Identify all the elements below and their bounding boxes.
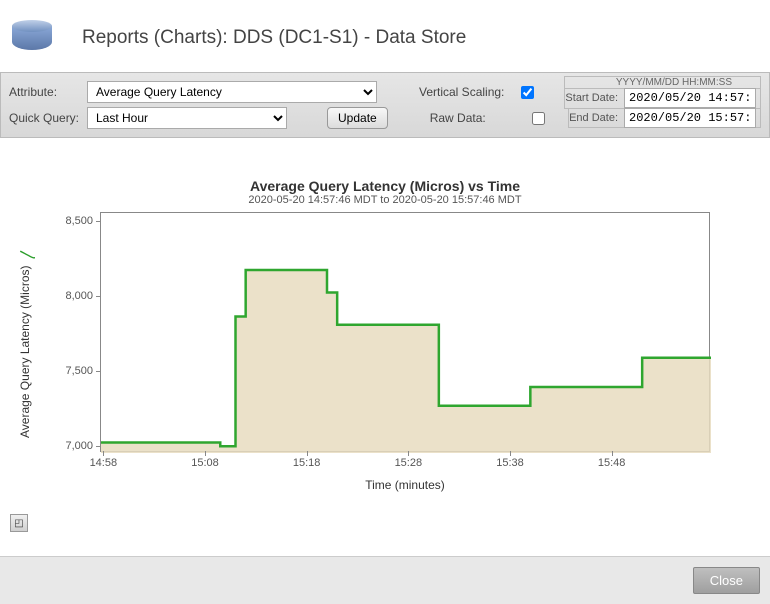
xtick-label: 15:28	[395, 457, 423, 469]
ytick-label: 8,000	[65, 290, 93, 302]
update-button[interactable]: Update	[327, 107, 388, 129]
start-date-label: Start Date:	[565, 92, 618, 104]
chart-ylabel: Average Query Latency (Micros)〳	[14, 245, 38, 438]
start-date-input[interactable]	[624, 88, 756, 108]
chart-xlabel: Time (minutes)	[100, 478, 710, 492]
vertical-scaling-label: Vertical Scaling:	[419, 85, 515, 99]
end-date-label: End Date:	[569, 112, 618, 124]
chart-title: Average Query Latency (Micros) vs Time	[30, 178, 740, 194]
chart-plot: 7,0007,5008,0008,50014:5815:0815:1815:28…	[100, 212, 710, 452]
raw-data-label: Raw Data:	[430, 111, 526, 125]
chart-svg	[101, 213, 711, 453]
xtick-label: 15:38	[496, 457, 524, 469]
database-icon	[12, 20, 52, 56]
date-range-box: YYYY/MM/DD HH:MM:SS Start Date:	[564, 76, 761, 109]
xtick-label: 15:48	[598, 457, 626, 469]
legend-line-icon: 〳	[20, 245, 37, 261]
xtick-label: 14:58	[90, 457, 118, 469]
ytick-label: 7,500	[65, 365, 93, 377]
quick-query-label: Quick Query:	[9, 111, 81, 125]
ytick-label: 8,500	[65, 215, 93, 227]
controls-strip: Attribute: Average Query Latency Vertica…	[0, 72, 770, 138]
xtick-label: 15:08	[191, 457, 219, 469]
attribute-label: Attribute:	[9, 85, 81, 99]
close-button[interactable]: Close	[693, 567, 760, 594]
end-date-input[interactable]	[624, 108, 756, 128]
attribute-select[interactable]: Average Query Latency	[87, 81, 377, 103]
chart-subtitle: 2020-05-20 14:57:46 MDT to 2020-05-20 15…	[30, 194, 740, 206]
page-title: Reports (Charts): DDS (DC1-S1) - Data St…	[82, 27, 466, 49]
vertical-scaling-checkbox[interactable]	[521, 86, 534, 99]
xtick-label: 15:18	[293, 457, 321, 469]
quick-query-select[interactable]: Last Hour	[87, 107, 287, 129]
collapse-button[interactable]: ◰	[10, 514, 28, 532]
raw-data-checkbox[interactable]	[532, 112, 545, 125]
ytick-label: 7,000	[65, 440, 93, 452]
date-format-hint: YYYY/MM/DD HH:MM:SS	[564, 76, 761, 89]
